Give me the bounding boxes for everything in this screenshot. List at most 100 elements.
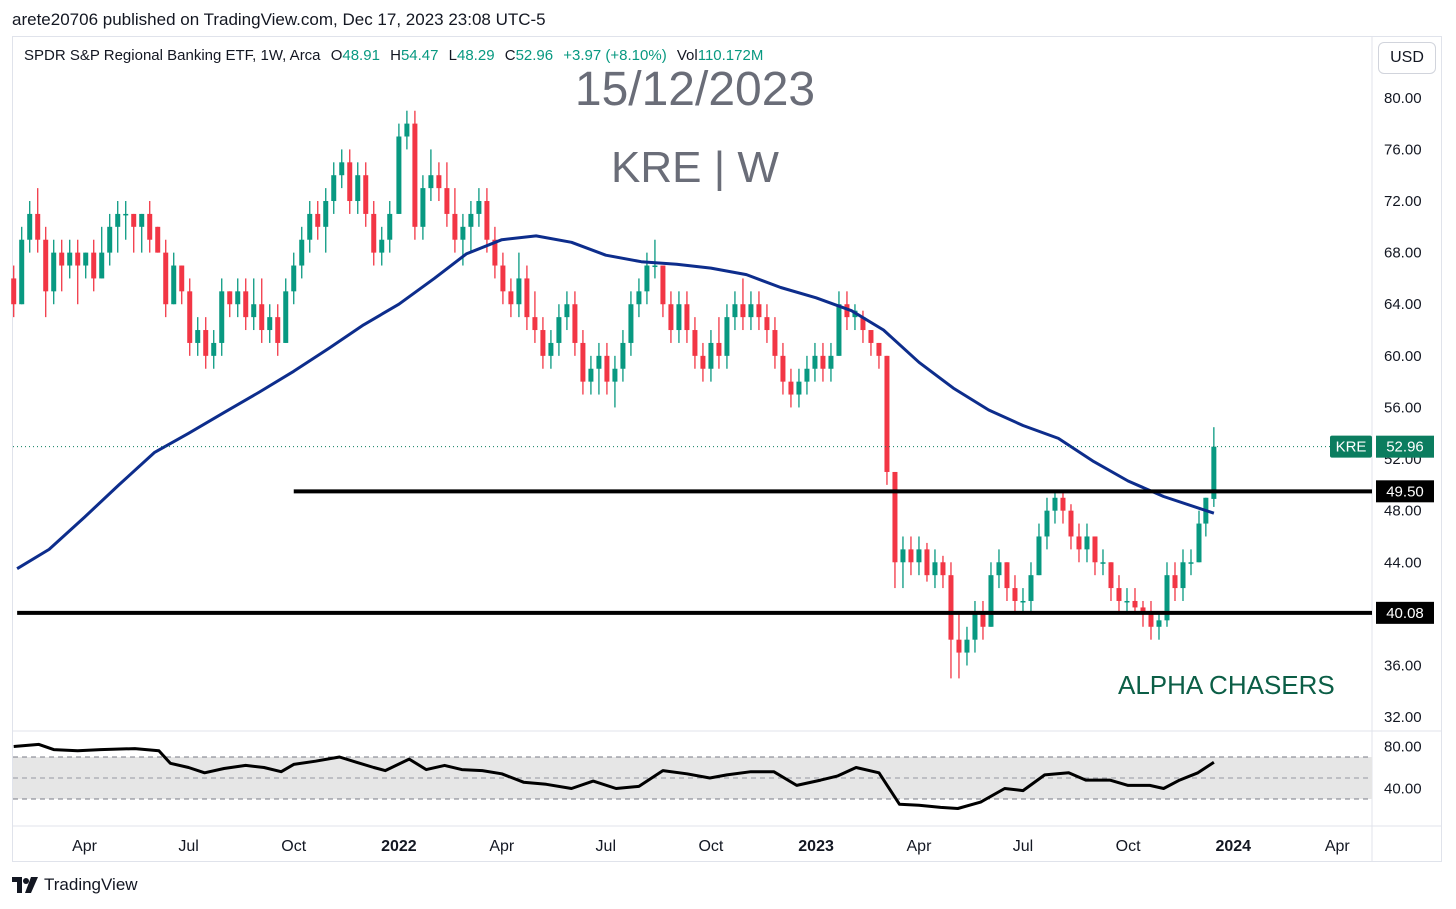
candle-body [203,330,209,356]
x-tick-label: Jul [1013,838,1033,855]
candle-body [804,368,810,382]
candle-body [1108,562,1114,589]
candle-body [556,317,562,343]
candle-body [460,226,466,240]
low-value: 48.29 [457,47,495,64]
rsi-y-tick-label: 40.00 [1384,781,1422,798]
candle-body [19,239,25,305]
level-price-label: 49.50 [1386,483,1424,500]
candle-body [788,381,794,395]
tradingview-logo-icon [12,877,38,893]
candle-body [908,549,914,563]
y-tick-label: 48.00 [1384,503,1422,520]
candle-body [43,239,49,292]
candle-body [684,304,690,331]
candle-body [500,265,506,292]
candle-body [1084,536,1090,550]
candle-body [235,291,241,305]
candle-body [548,342,554,356]
candle-body [291,265,297,292]
candle-body [371,213,377,253]
close-value: 52.96 [515,47,554,64]
candle-body [163,252,169,305]
candle-body [1020,600,1026,603]
last-price-label: 52.96 [1386,439,1424,456]
candle-body [964,639,970,653]
candle-body [580,342,586,382]
x-tick-label: 2022 [381,838,417,855]
candle-body [492,239,498,266]
low-label: L [448,47,457,64]
candle-body [844,304,850,318]
candle-body [436,175,442,189]
candle-body [972,613,978,640]
candle-body [219,291,225,343]
candle-body [339,162,345,176]
candle-body [35,213,41,240]
x-tick-label: Oct [281,838,306,855]
candle-body [323,201,329,227]
candle-body [1012,588,1018,601]
watermark-date: 15/12/2023 [574,63,816,116]
candle-body [764,317,770,331]
level-price-label: 40.08 [1386,605,1424,622]
volume-label: Vol [676,47,698,64]
published-by-line: arete20706 published on TradingView.com,… [12,10,546,29]
candle-body [1148,613,1154,627]
candle-body [396,136,402,214]
candle-body [11,278,17,305]
rsi-y-tick-label: 80.00 [1384,739,1422,756]
candle-body [940,562,946,576]
candle-body [956,639,962,653]
candle-body [524,278,530,318]
y-tick-label: 56.00 [1384,399,1422,416]
candle-body [251,304,257,318]
candle-body [1076,536,1082,550]
candle-body [155,226,161,253]
y-tick-label: 76.00 [1384,141,1422,158]
symbol-name: SPDR S&P Regional Banking ETF, 1W, Arca [24,47,321,64]
candle-body [379,239,385,253]
candle-body [227,291,233,305]
candle-body [620,342,626,369]
candle-body [1052,497,1058,511]
candle-body [732,304,738,318]
candle-body [796,381,802,395]
candle-body [404,123,410,137]
candle-body [700,355,706,369]
candle-body [123,213,129,216]
candle-body [1196,523,1202,563]
candle-body [884,355,890,472]
annotation-text: ALPHA CHASERS [1118,670,1335,700]
candle-body [259,304,265,331]
candle-body [1060,497,1066,511]
candle-body [692,330,698,356]
x-tick-label: Oct [698,838,723,855]
candle-body [1188,562,1194,564]
candle-body [900,549,906,563]
candle-body [195,330,201,343]
candle-body [596,355,602,369]
candle-body [532,317,538,331]
candle-body [243,291,249,318]
candle-body [1156,620,1162,627]
candle-body [932,562,938,576]
symbol-tag [1330,435,1372,458]
candle-body [860,317,866,331]
candle-body [1004,562,1010,589]
currency-button[interactable]: USD [1378,42,1436,74]
y-tick-label: 60.00 [1384,348,1422,365]
candle-body [772,330,778,356]
candle-body [740,304,746,318]
candle-body [1172,575,1178,589]
candle-body [836,304,842,356]
candle-body [748,304,754,318]
x-tick-label: Oct [1116,838,1141,855]
tradingview-brand[interactable]: TradingView [12,875,138,895]
candle-body [99,252,105,279]
x-tick-label: 2023 [798,838,834,855]
symbol-legend: SPDR S&P Regional Banking ETF, 1W, Arca … [24,47,763,64]
candle-body [1036,536,1042,576]
candle-body [476,201,482,214]
